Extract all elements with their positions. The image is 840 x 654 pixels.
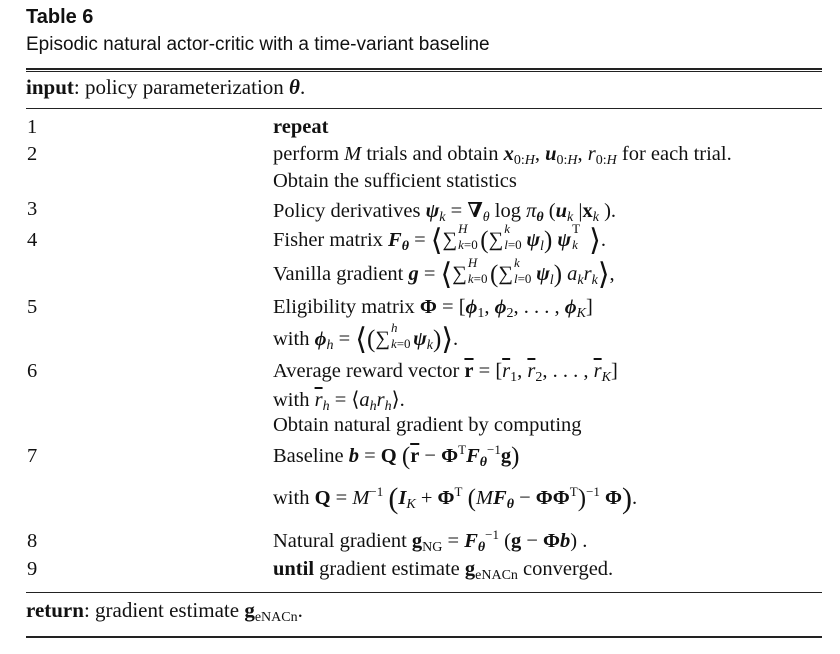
step-row: 3 Policy derivatives ψk = ∇θ log πθ (uk … — [0, 198, 840, 226]
step-number: 6 — [27, 360, 38, 382]
table-label: Table 6 — [26, 6, 94, 28]
step-text: with rh = ⟨ahrh⟩. — [273, 389, 405, 414]
step-row: Obtain the sufficient statistics — [0, 170, 840, 198]
step-number: 3 — [27, 198, 38, 220]
step-text: perform M trials and obtain x0:H, u0:H, … — [273, 143, 732, 168]
step-row: 1 repeat — [0, 116, 840, 144]
step-text: until gradient estimate geNACn converged… — [273, 558, 614, 583]
input-keyword: input — [26, 75, 74, 99]
step-number: 2 — [27, 143, 38, 165]
footer-rule — [26, 592, 822, 593]
header-rule — [26, 108, 822, 109]
return-line: return: gradient estimate geNACn. — [26, 598, 303, 625]
step-text: with Q = M−1 (IK + ΦT (MFθ − ΦΦT)−1 Φ). — [273, 482, 638, 515]
step-number: 7 — [27, 445, 38, 467]
step-number: 5 — [27, 296, 38, 318]
return-keyword: return — [26, 598, 84, 622]
step-row: 6 Average reward vector r = [r1, r2, . .… — [0, 360, 840, 388]
step-row: 9 until gradient estimate geNACn converg… — [0, 558, 840, 586]
step-row: 8 Natural gradient gNG = Fθ−1 (g − Φb) . — [0, 527, 840, 558]
step-row: with ϕh = ⟨(∑ h k=0 ψk)⟩. — [0, 320, 840, 356]
step-row: 5 Eligibility matrix Φ = [ϕ1, ϕ2, . . . … — [0, 296, 840, 324]
step-text: Obtain the sufficient statistics — [273, 170, 517, 192]
step-row: 7 Baseline b = Q (r − ΦTFθ−1g) — [0, 442, 840, 473]
top-rule-inner — [26, 71, 822, 72]
table-caption: Episodic natural actor-critic with a tim… — [26, 34, 490, 55]
step-text: with ϕh = ⟨(∑ h k=0 ψk)⟩. — [273, 320, 459, 356]
step-text: Eligibility matrix Φ = [ϕ1, ϕ2, . . . , … — [273, 296, 593, 321]
step-number: 1 — [27, 116, 38, 138]
step-row: 2 perform M trials and obtain x0:H, u0:H… — [0, 143, 840, 171]
step-text: repeat — [273, 116, 329, 138]
step-text: Average reward vector r = [r1, r2, . . .… — [273, 360, 618, 385]
step-number: 9 — [27, 558, 38, 580]
step-text: Baseline b = Q (r − ΦTFθ−1g) — [273, 442, 520, 470]
step-row: with rh = ⟨ahrh⟩. — [0, 387, 840, 415]
bottom-rule — [26, 636, 822, 638]
input-line: input: policy parameterization θ. — [26, 75, 306, 99]
step-number: 8 — [27, 530, 38, 552]
step-text: Obtain natural gradient by computing — [273, 414, 582, 436]
step-number: 4 — [27, 229, 38, 251]
step-text: Natural gradient gNG = Fθ−1 (g − Φb) . — [273, 527, 588, 555]
step-text: Policy derivatives ψk = ∇θ log πθ (uk |x… — [273, 200, 617, 225]
step-row: with Q = M−1 (IK + ΦT (MFθ − ΦΦT)−1 Φ). — [0, 482, 840, 515]
step-row: Obtain natural gradient by computing — [0, 414, 840, 442]
top-rule — [26, 68, 822, 70]
